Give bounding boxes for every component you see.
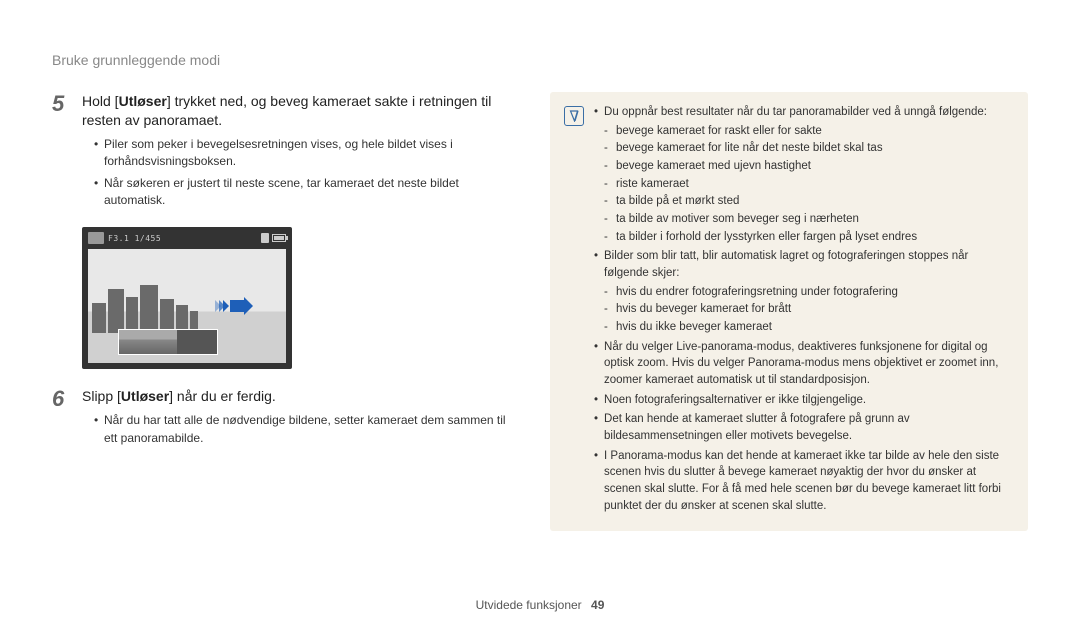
list-item: hvis du endrer fotograferingsretning und… <box>604 284 1014 301</box>
list-item: ta bilder i forhold der lysstyrken eller… <box>604 229 1014 246</box>
left-column: 5 Hold [Utløser] trykket ned, og beveg k… <box>52 50 520 531</box>
list-item: bevege kameraet med ujevn hastighet <box>604 158 1014 175</box>
breadcrumb: Bruke grunnleggende modi <box>52 52 220 68</box>
list-item: Piler som peker i bevegelsesretningen vi… <box>94 136 520 171</box>
list-item: I Panorama-modus kan det hende at kamera… <box>594 448 1014 515</box>
page-footer: Utvidede funksjoner 49 <box>0 598 1080 612</box>
list-item: bevege kameraet for lite når det neste b… <box>604 140 1014 157</box>
list-item: Når du har tatt alle de nødvendige bilde… <box>94 412 520 447</box>
step-5: 5 Hold [Utløser] trykket ned, og beveg k… <box>52 92 520 219</box>
step-6: 6 Slipp [Utløser] når du er ferdig. Når … <box>52 387 520 457</box>
list-item: ta bilde på et mørkt sted <box>604 193 1014 210</box>
step-5-bullets: Piler som peker i bevegelsesretningen vi… <box>82 136 520 210</box>
direction-arrow-icon <box>217 300 244 312</box>
step-number: 5 <box>52 92 70 219</box>
battery-icon <box>272 234 286 242</box>
list-item: Når søkeren er justert til neste scene, … <box>94 175 520 210</box>
page-content: 5 Hold [Utløser] trykket ned, og beveg k… <box>0 0 1080 531</box>
step-number: 6 <box>52 387 70 457</box>
list-item: hvis du beveger kameraet for brått <box>604 301 1014 318</box>
camera-preview-illustration: F3.1 1/455 <box>82 227 292 369</box>
list-item: Noen fotograferingsalternativer er ikke … <box>594 392 1014 409</box>
list-item: bevege kameraet for raskt eller for sakt… <box>604 123 1014 140</box>
list-item: hvis du ikke beveger kameraet <box>604 319 1014 336</box>
list-item: Når du velger Live-panorama-modus, deakt… <box>594 339 1014 389</box>
camera-settings-readout: F3.1 1/455 <box>108 234 161 243</box>
sd-card-icon <box>261 233 269 243</box>
list-item: ta bilde av motiver som beveger seg i næ… <box>604 211 1014 228</box>
list-item: riste kameraet <box>604 176 1014 193</box>
info-list: Du oppnår best resultater når du tar pan… <box>594 104 1014 514</box>
step-5-title: Hold [Utløser] trykket ned, og beveg kam… <box>82 92 520 130</box>
list-item: Det kan hende at kameraet slutter å foto… <box>594 411 1014 444</box>
list-item: Du oppnår best resultater når du tar pan… <box>594 104 1014 245</box>
page-number: 49 <box>591 598 604 612</box>
right-column: Du oppnår best resultater når du tar pan… <box>550 50 1028 531</box>
step-6-bullets: Når du har tatt alle de nødvendige bilde… <box>82 412 520 447</box>
panorama-mode-icon <box>88 232 104 244</box>
note-icon <box>564 106 584 126</box>
info-note-box: Du oppnår best resultater når du tar pan… <box>550 92 1028 531</box>
list-item: Bilder som blir tatt, blir automatisk la… <box>594 248 1014 335</box>
step-6-title: Slipp [Utløser] når du er ferdig. <box>82 387 520 406</box>
footer-section: Utvidede funksjoner <box>476 598 582 612</box>
